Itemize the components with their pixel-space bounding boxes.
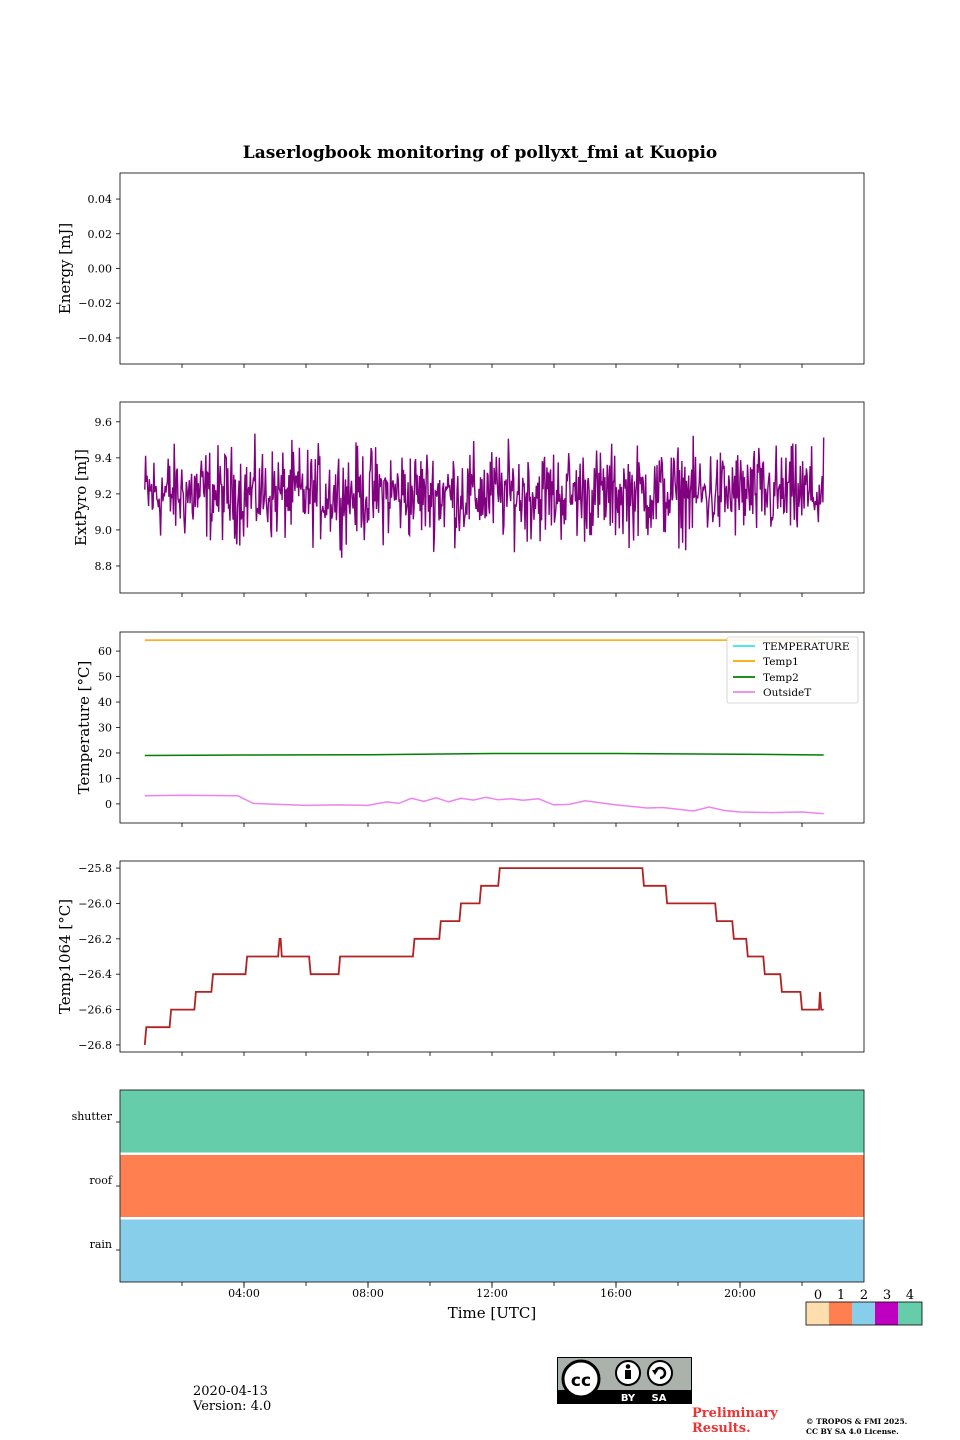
temperature-yticks: 60 50 40 30 20 10 0 (98, 645, 120, 811)
energy-ylabel: Energy [mJ] (56, 223, 74, 314)
temp2-series-line (144, 752, 824, 757)
energy-panel: Energy [mJ] 0.04 0.02 0.00 −0.02 −0.04 (56, 172, 865, 368)
ytick-label: 40 (98, 696, 112, 709)
flags-panel: shutter roof rain 04:00 08:00 12:00 16:00 20… (72, 1089, 865, 1322)
cc-badge-sa: SA (652, 1393, 667, 1404)
ytick-label: 0 (105, 798, 112, 811)
ytick-label: −0.04 (78, 332, 112, 345)
flag-label-rain: rain (90, 1238, 112, 1251)
flags-xticks: 04:00 08:00 12:00 16:00 20:00 (181, 1282, 803, 1300)
copyright-note: © TROPOS & FMI 2025. CC BY SA 4.0 Licens… (806, 1417, 907, 1437)
temperature-legend: TEMPERATURE Temp1 Temp2 OutsideT (726, 636, 859, 704)
footer-date: 2020-04-13 (193, 1384, 268, 1399)
flag-row-roof (120, 1155, 864, 1217)
preliminary-results-note: Preliminary Results. (692, 1406, 778, 1436)
xtick-label: 16:00 (600, 1287, 632, 1300)
ytick-label: −26.4 (78, 968, 112, 981)
colorbar-frame (805, 1301, 923, 1326)
outsidet-series-line (144, 794, 824, 815)
colorbar-label-2: 2 (860, 1288, 868, 1303)
ytick-label: −0.02 (78, 297, 112, 310)
preliminary-text: Preliminary (692, 1406, 778, 1421)
temperature-ylabel: Temperature [°C] (75, 661, 93, 795)
ytick-label: 0.02 (88, 228, 113, 241)
extpyro-xticks (181, 593, 803, 597)
temp1064-ylabel: Temp1064 [°C] (56, 899, 74, 1014)
ytick-label: −26.2 (78, 933, 112, 946)
ytick-label: 10 (98, 772, 112, 785)
copyright-line1: © TROPOS & FMI 2025. (806, 1417, 908, 1426)
extpyro-series-line (144, 433, 825, 558)
energy-yticks: 0.04 0.02 0.00 −0.02 −0.04 (78, 193, 120, 345)
ytick-label: 8.8 (95, 560, 113, 573)
xaxis-label: Time [UTC] (448, 1304, 537, 1322)
xtick-label: 12:00 (476, 1287, 508, 1300)
colorbar-label-3: 3 (883, 1288, 891, 1303)
temp1064-xticks (181, 1052, 803, 1056)
extpyro-panel: ExtPyro [mJ] 9.6 9.4 9.2 9.0 8.8 (72, 401, 865, 597)
colorbar-swatch-3 (875, 1302, 898, 1325)
temp1064-panel: Temp1064 [°C] −25.8−26.0−26.2−26.4−26.6−… (56, 860, 865, 1056)
colorbar-swatch-2 (852, 1302, 875, 1325)
temperature-xticks (181, 823, 803, 827)
temp1064-yticks: −25.8 −26.0 −26.2 −26.4 −26.6 −26.8 (78, 862, 120, 1052)
xtick-label: 04:00 (228, 1287, 260, 1300)
flag-row-shutter (120, 1090, 864, 1153)
legend-label-temp1: Temp1 (763, 656, 799, 668)
colorbar-label-4: 4 (906, 1288, 914, 1303)
results-text: Results. (692, 1421, 751, 1436)
temperature-panel: Temperature [°C] 60 50 40 30 20 10 0 TEMPERATU… (75, 631, 865, 827)
ytick-label: 0.04 (88, 193, 113, 206)
ytick-label: −26.6 (78, 1004, 112, 1017)
colorbar-label-0: 0 (814, 1288, 822, 1303)
ytick-label: −25.8 (78, 862, 112, 875)
colorbar-swatch-0 (806, 1302, 829, 1325)
legend-label-temperature: TEMPERATURE (763, 641, 850, 653)
xtick-label: 08:00 (352, 1287, 384, 1300)
energy-xticks (181, 364, 803, 368)
flag-label-shutter: shutter (72, 1110, 113, 1123)
ytick-label: 30 (98, 722, 112, 735)
footer-version: Version: 4.0 (193, 1399, 272, 1414)
legend-label-temp2: Temp2 (763, 672, 799, 684)
legend-label-outsidet: OutsideT (763, 687, 811, 699)
ytick-label: 20 (98, 747, 112, 760)
flag-row-rain (120, 1219, 864, 1282)
footer-date-version: 2020-04-13 Version: 4.0 (193, 1384, 271, 1414)
extpyro-yticks: 9.6 9.4 9.2 9.0 8.8 (95, 416, 120, 573)
ytick-label: 0.00 (88, 263, 113, 276)
flag-label-roof: roof (89, 1174, 113, 1187)
energy-axes-frame (119, 172, 865, 365)
cc-badge-cc: cc (571, 1371, 591, 1391)
legend-box (726, 636, 859, 704)
temp1064-series-line (143, 867, 824, 1045)
colorbar: 0 1 2 3 4 (805, 1288, 923, 1326)
xtick-label: 20:00 (724, 1287, 756, 1300)
ytick-label: 9.0 (95, 524, 113, 537)
cc-badge-by: BY (621, 1393, 636, 1404)
ytick-label: −26.8 (78, 1039, 112, 1052)
figure-title: Laserlogbook monitoring of pollyxt_fmi a… (243, 143, 718, 163)
ytick-label: 50 (98, 671, 112, 684)
copyright-line2: CC BY SA 4.0 License. (806, 1427, 899, 1436)
ytick-label: −26.0 (78, 897, 112, 910)
ytick-label: 9.2 (95, 488, 113, 501)
cc-by-sa-icon: cc BY SA (557, 1357, 692, 1404)
ytick-label: 60 (98, 645, 112, 658)
ytick-label: 9.4 (95, 452, 113, 465)
extpyro-ylabel: ExtPyro [mJ] (72, 449, 90, 546)
colorbar-label-1: 1 (837, 1288, 845, 1303)
colorbar-swatch-4 (898, 1302, 922, 1325)
ytick-label: 9.6 (95, 416, 113, 429)
colorbar-swatch-1 (829, 1302, 852, 1325)
